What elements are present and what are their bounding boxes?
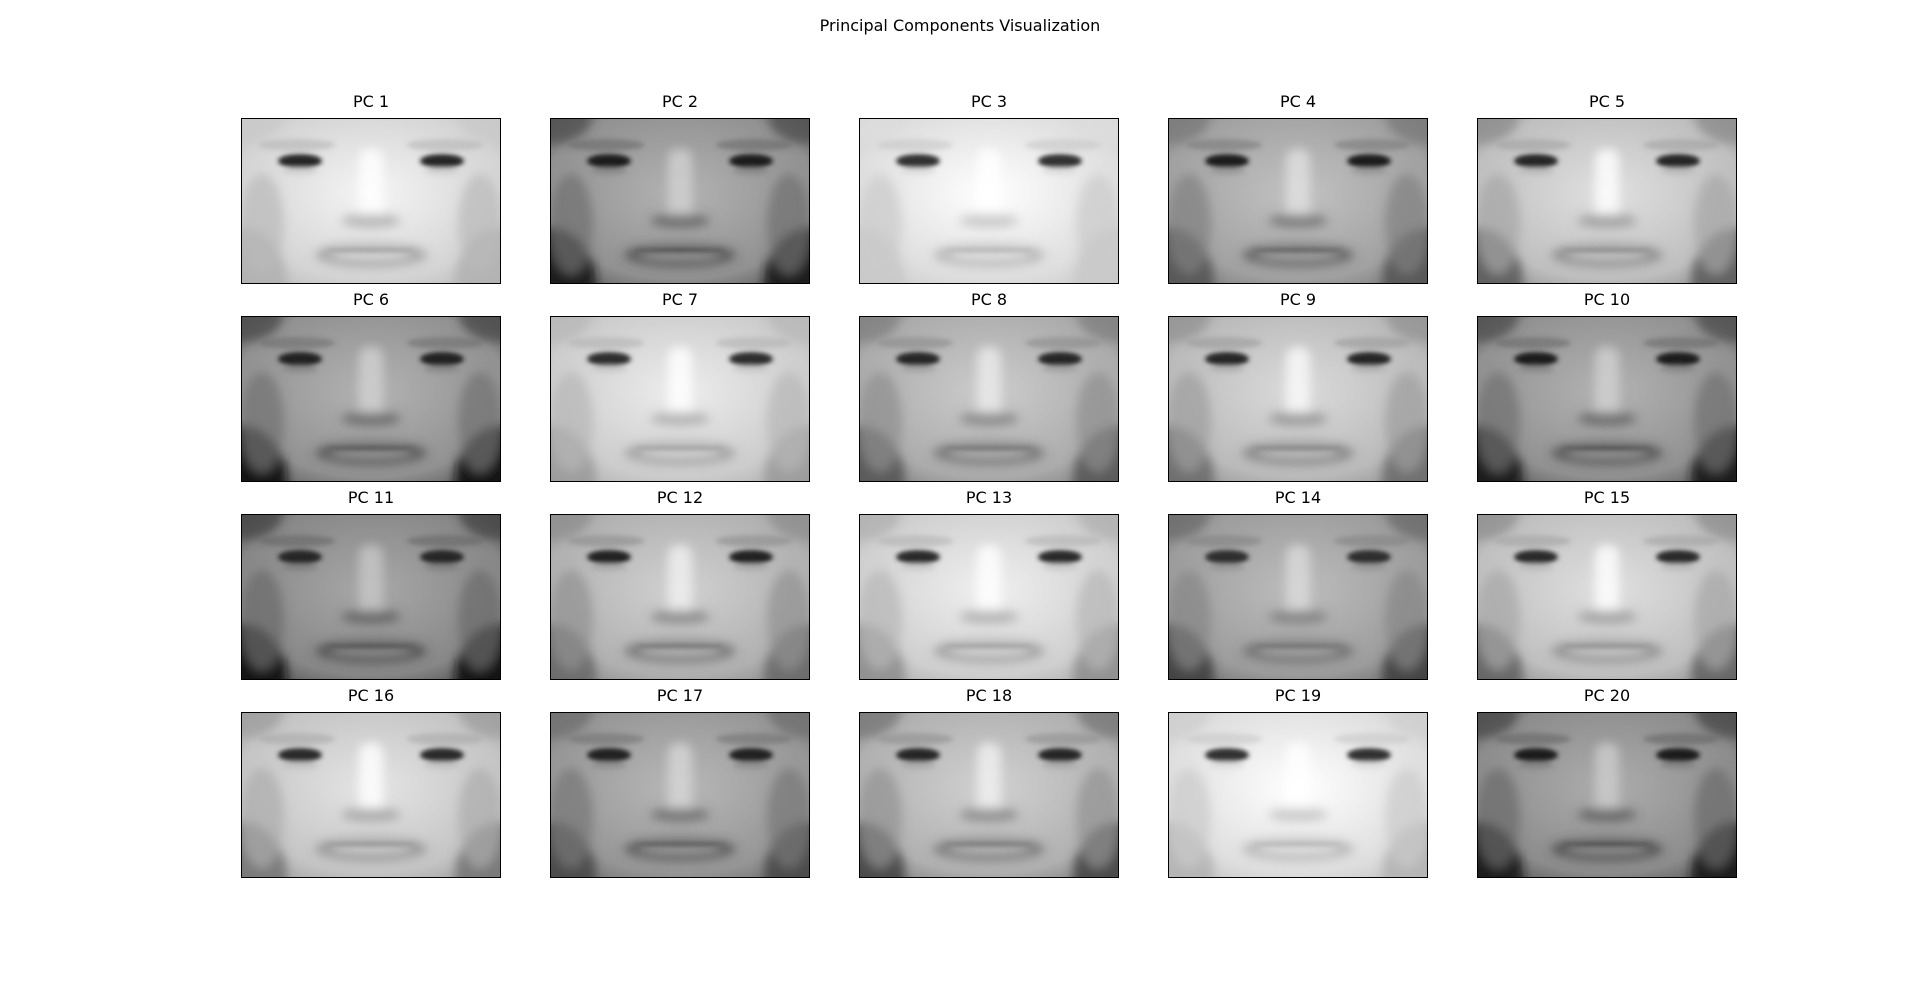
pc-image-panel bbox=[241, 118, 501, 284]
face-features bbox=[877, 139, 1101, 253]
face-features bbox=[1186, 139, 1410, 253]
face-image bbox=[860, 713, 1118, 877]
face-image bbox=[242, 515, 500, 679]
face-image bbox=[1169, 713, 1427, 877]
face-image bbox=[1478, 713, 1736, 877]
panel-title: PC 13 bbox=[965, 488, 1013, 507]
pc-image-panel bbox=[1168, 316, 1428, 482]
face-image bbox=[551, 515, 809, 679]
panel-title: PC 15 bbox=[1583, 488, 1631, 507]
pc-image-panel bbox=[550, 118, 810, 284]
pc-image-panel bbox=[859, 712, 1119, 878]
panel-title: PC 10 bbox=[1583, 290, 1631, 309]
face-image bbox=[242, 119, 500, 283]
face-image bbox=[860, 317, 1118, 481]
panel-title: PC 19 bbox=[1274, 686, 1322, 705]
panel-title: PC 6 bbox=[352, 290, 390, 309]
face-features bbox=[259, 535, 483, 649]
panel-title: PC 2 bbox=[661, 92, 699, 111]
face-shading bbox=[1169, 713, 1427, 877]
pc-image-panel bbox=[241, 316, 501, 482]
pc-image-panel bbox=[1477, 514, 1737, 680]
face-features bbox=[877, 733, 1101, 847]
figure-title: Principal Components Visualization bbox=[819, 16, 1101, 35]
face-features bbox=[568, 733, 792, 847]
panel-title: PC 20 bbox=[1583, 686, 1631, 705]
pc-image-panel bbox=[550, 316, 810, 482]
panel-title: PC 11 bbox=[347, 488, 395, 507]
face-image bbox=[860, 119, 1118, 283]
pc-image-panel bbox=[859, 118, 1119, 284]
face-features bbox=[1495, 337, 1719, 451]
face-image bbox=[551, 713, 809, 877]
pc-image-panel bbox=[1477, 712, 1737, 878]
face-image bbox=[551, 317, 809, 481]
panel-title: PC 8 bbox=[970, 290, 1008, 309]
face-features bbox=[1186, 337, 1410, 451]
pc-image-panel bbox=[241, 712, 501, 878]
pc-image-panel bbox=[241, 514, 501, 680]
face-features bbox=[1495, 139, 1719, 253]
pc-image-panel bbox=[1477, 118, 1737, 284]
pc-image-panel bbox=[859, 316, 1119, 482]
pc-image-panel bbox=[859, 514, 1119, 680]
face-image bbox=[1478, 317, 1736, 481]
face-features bbox=[1495, 535, 1719, 649]
face-image bbox=[1478, 515, 1736, 679]
face-features bbox=[1186, 733, 1410, 847]
pc-image-panel bbox=[1168, 514, 1428, 680]
face-shading bbox=[551, 713, 809, 877]
face-features bbox=[568, 139, 792, 253]
panel-title: PC 12 bbox=[656, 488, 704, 507]
face-image bbox=[551, 119, 809, 283]
panel-title: PC 18 bbox=[965, 686, 1013, 705]
pc-image-panel bbox=[550, 712, 810, 878]
pc-image-panel bbox=[550, 514, 810, 680]
face-image bbox=[860, 515, 1118, 679]
face-features bbox=[568, 535, 792, 649]
face-features bbox=[877, 535, 1101, 649]
pc-image-panel bbox=[1477, 316, 1737, 482]
face-image bbox=[1478, 119, 1736, 283]
panel-title: PC 1 bbox=[352, 92, 390, 111]
pc-image-panel bbox=[1168, 712, 1428, 878]
face-image bbox=[1169, 317, 1427, 481]
panel-title: PC 5 bbox=[1588, 92, 1626, 111]
pc-image-panel bbox=[1168, 118, 1428, 284]
face-shading bbox=[242, 317, 500, 481]
face-shading bbox=[860, 515, 1118, 679]
panel-title: PC 17 bbox=[656, 686, 704, 705]
panel-title: PC 3 bbox=[970, 92, 1008, 111]
panel-title: PC 4 bbox=[1279, 92, 1317, 111]
face-shading bbox=[242, 713, 500, 877]
face-features bbox=[1495, 733, 1719, 847]
face-image bbox=[1169, 119, 1427, 283]
panel-title: PC 7 bbox=[661, 290, 699, 309]
face-features bbox=[877, 337, 1101, 451]
panel-title: PC 9 bbox=[1279, 290, 1317, 309]
face-features bbox=[568, 337, 792, 451]
face-features bbox=[1186, 535, 1410, 649]
panel-title: PC 14 bbox=[1274, 488, 1322, 507]
face-features bbox=[259, 139, 483, 253]
face-image bbox=[1169, 515, 1427, 679]
panel-title: PC 16 bbox=[347, 686, 395, 705]
face-features bbox=[259, 733, 483, 847]
face-image bbox=[242, 713, 500, 877]
face-features bbox=[259, 337, 483, 451]
face-image bbox=[242, 317, 500, 481]
